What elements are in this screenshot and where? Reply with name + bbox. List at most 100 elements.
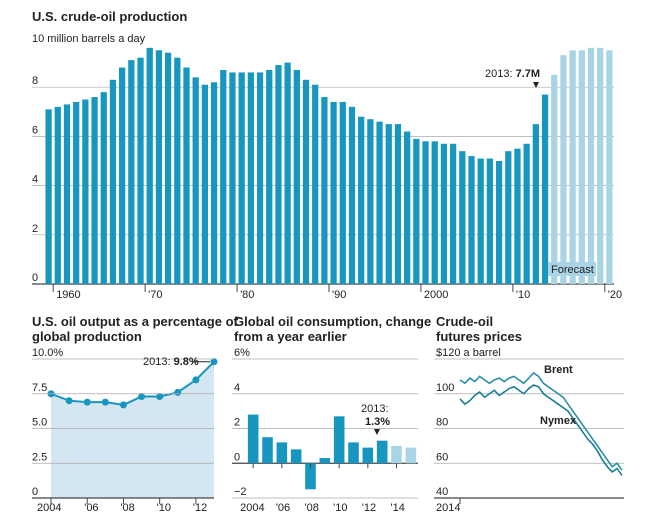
x-tick-label: '10 (516, 289, 530, 301)
share-point (210, 358, 218, 366)
x-tick-label: 2004 (37, 502, 61, 514)
production-bar (256, 72, 264, 284)
production-bar (91, 97, 98, 284)
consumption-annotation-year: 2013: (361, 403, 389, 415)
y-tick-label: 60 (436, 451, 448, 463)
production-bar (321, 97, 328, 284)
production-bar (404, 131, 411, 284)
production-bar (238, 72, 245, 284)
production-bar (394, 124, 402, 284)
production-annotation-value: 7.7M (516, 68, 540, 80)
consumption-bar (333, 416, 345, 464)
production-bar (54, 106, 61, 284)
production-bar (431, 141, 438, 284)
y-tick-label: 4 (32, 174, 38, 186)
share-point (119, 401, 127, 409)
production-bar (73, 101, 80, 285)
production-ylabel: 10 million barrels a day (32, 33, 146, 45)
brent-label: Brent (544, 364, 573, 376)
consumption-title-line-1: Global oil consumption, change (234, 314, 431, 329)
production-bar (210, 82, 218, 284)
x-tick-label: '10 (157, 502, 171, 514)
production-bar (155, 50, 163, 284)
production-bar (128, 60, 135, 284)
production-bar (201, 84, 209, 285)
share-annotation-value: 9.8% (174, 356, 199, 368)
x-tick-label: '12 (193, 502, 207, 514)
share-point (192, 376, 200, 384)
production-bar (284, 62, 291, 284)
y-tick-label: 6% (234, 347, 250, 359)
production-bar (578, 50, 585, 284)
consumption-bar (262, 437, 273, 464)
share-point (83, 398, 91, 406)
y-tick-label: 10.0% (32, 347, 63, 359)
y-tick-label: 0 (32, 486, 38, 498)
production-bar (174, 57, 181, 285)
production-bar (606, 50, 613, 284)
production-bar (192, 77, 199, 284)
production-bar (560, 55, 567, 284)
y-tick-label: 0 (234, 451, 240, 463)
y-tick-label: −2 (234, 486, 247, 498)
x-tick-label: '08 (120, 502, 134, 514)
production-bar (330, 101, 337, 285)
consumption-annotation-value: 1.3% (365, 416, 390, 428)
production-bar (551, 74, 558, 285)
production-bar (164, 52, 172, 285)
consumption-bar (319, 458, 331, 464)
y-tick-label: 80 (436, 417, 448, 429)
production-bar (275, 65, 282, 284)
y-tick-label: 7.5 (32, 382, 47, 394)
consumption-chart: Global oil consumption, change from a ye… (232, 314, 431, 514)
consumption-bar (276, 442, 288, 464)
futures-title-line-2: futures prices (436, 329, 522, 344)
production-bar (100, 92, 107, 285)
share-point (138, 393, 146, 401)
consumption-bar (405, 447, 417, 464)
production-bar (293, 69, 300, 284)
nymex-line (459, 384, 623, 476)
production-bar (422, 141, 429, 284)
futures-chart: Crude-oil futures prices $120 a barrel 10… (434, 314, 624, 514)
production-bar (532, 124, 539, 284)
share-title-line-2: global production (32, 329, 142, 344)
consumption-bar (305, 463, 316, 490)
production-bar (413, 138, 420, 284)
y-tick-label: 6 (32, 124, 38, 136)
x-tick-label: '12 (362, 502, 376, 514)
forecast-label-text: Forecast (551, 264, 594, 276)
production-bar (541, 94, 549, 284)
x-tick-label: '14 (391, 502, 405, 514)
production-bar (449, 143, 457, 284)
share-annotation-prefix: 2013: (143, 356, 174, 368)
y-tick-label: $120 a barrel (436, 347, 501, 359)
x-tick-label: '70 (148, 289, 162, 301)
consumption-bar (362, 447, 374, 464)
consumption-bar (348, 442, 359, 464)
y-tick-label: 0 (32, 272, 38, 284)
x-tick-label: 2000 (424, 289, 448, 301)
consumption-title-line-2: from a year earlier (234, 329, 347, 344)
production-bar (477, 158, 484, 284)
production-annotation-pointer (533, 82, 539, 88)
production-bar (137, 57, 144, 285)
x-tick-label: '20 (608, 289, 622, 301)
y-tick-label: 2 (234, 417, 240, 429)
x-tick-label: '06 (276, 502, 290, 514)
y-tick-label: 100 (436, 382, 454, 394)
production-bar (505, 151, 512, 284)
production-bar (495, 161, 503, 284)
x-tick-label: '06 (84, 502, 98, 514)
share-title-line-1: U.S. oil output as a percentage of (32, 314, 239, 329)
production-bar (146, 47, 153, 285)
production-chart: U.S. crude-oil production 10 million bar… (32, 9, 622, 301)
x-tick-label: '80 (240, 289, 254, 301)
forecast-label: Forecast (548, 262, 596, 276)
production-bar (229, 72, 236, 284)
y-tick-label: 40 (436, 486, 448, 498)
y-tick-label: 2 (32, 223, 38, 235)
production-bar (339, 101, 346, 285)
x-tick-label: '10 (333, 502, 347, 514)
